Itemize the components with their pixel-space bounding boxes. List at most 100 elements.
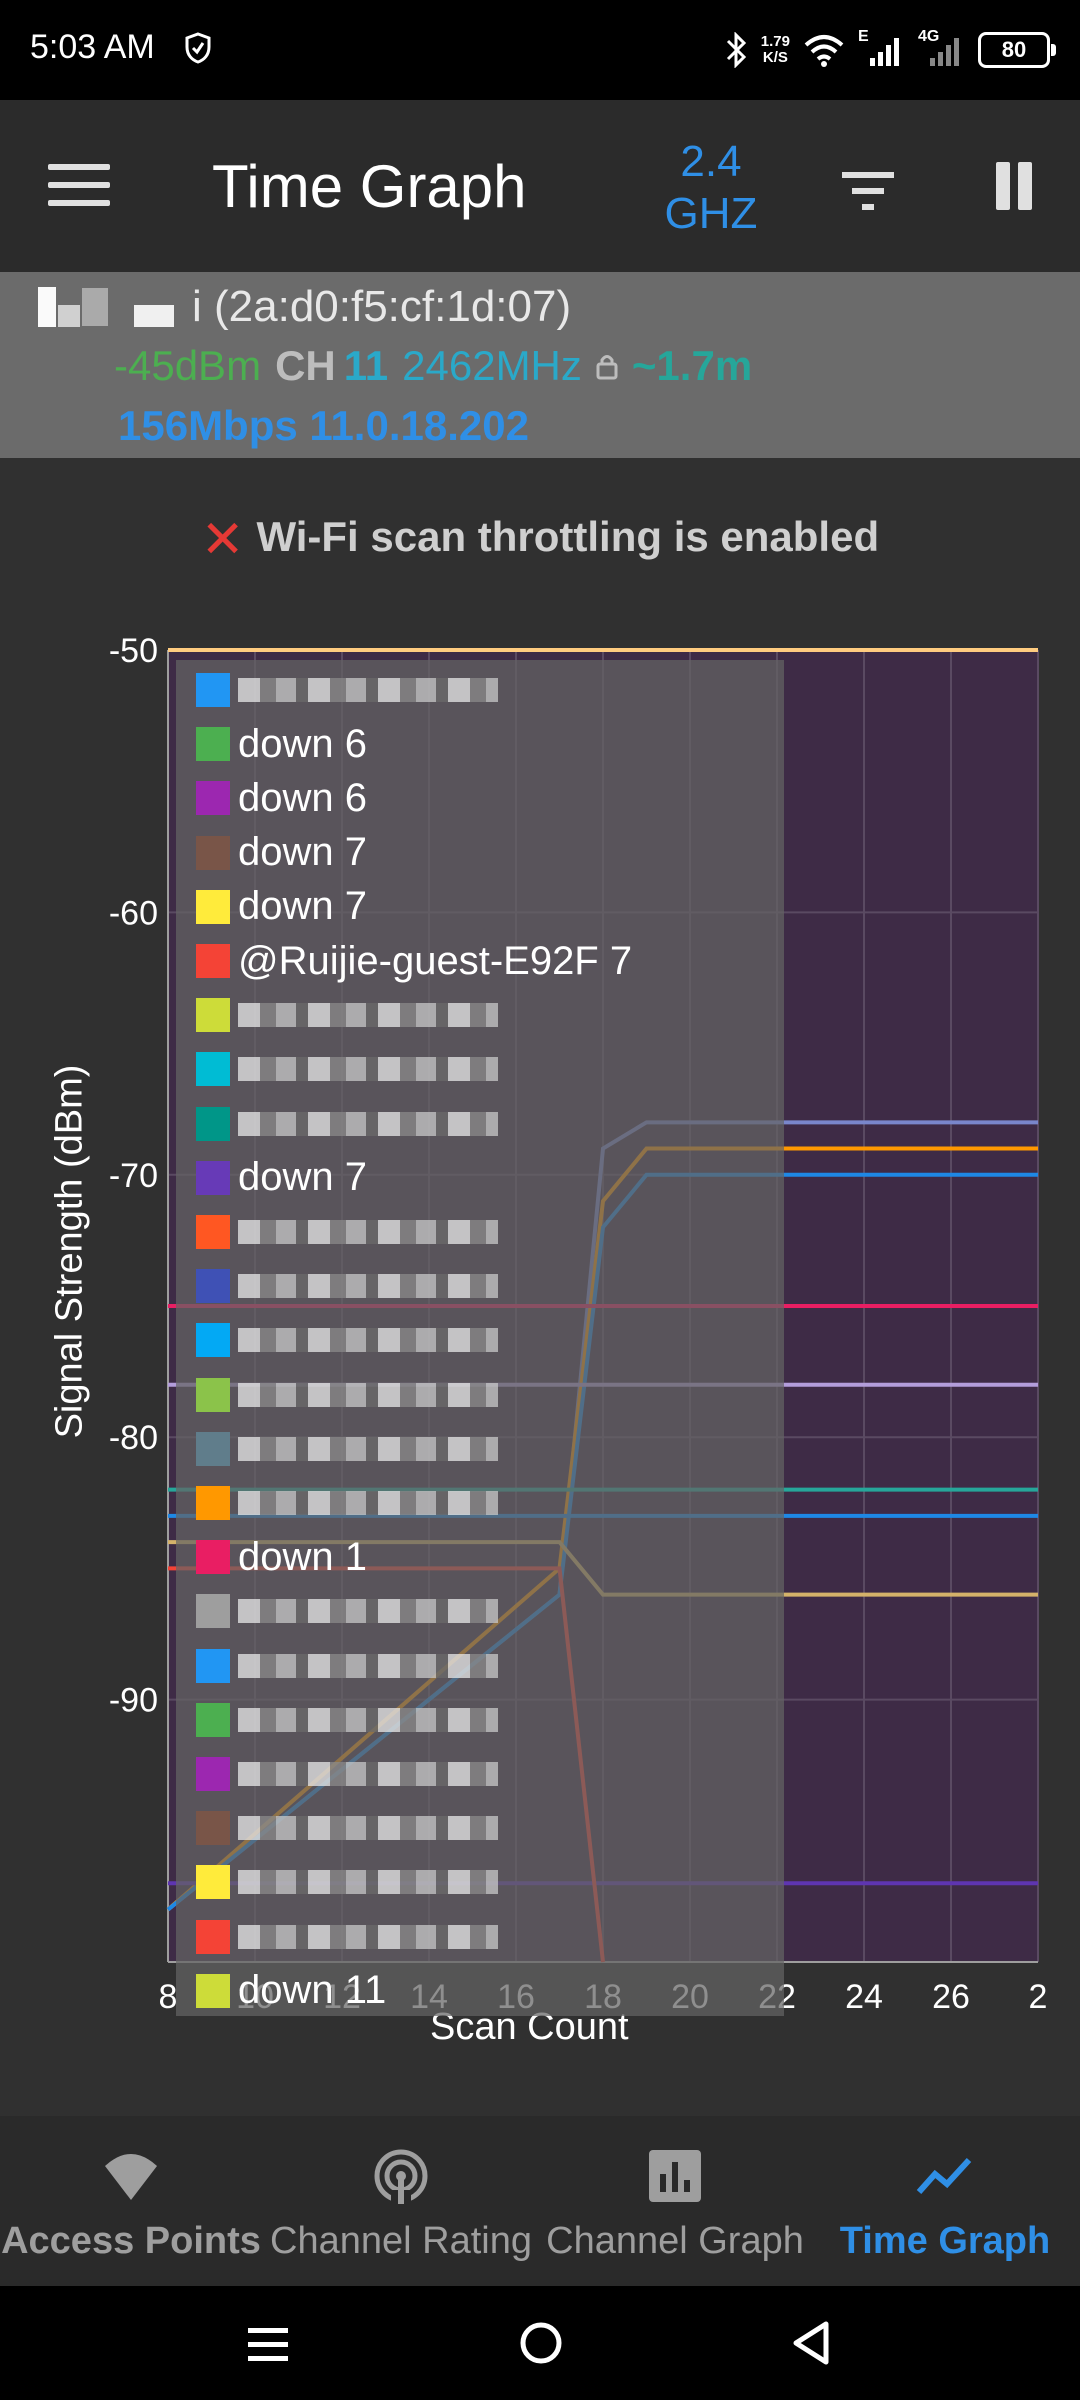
ssid-redacted: [38, 287, 176, 327]
line-chart-icon: [916, 2157, 972, 2194]
legend-item: [196, 1752, 498, 1796]
error-icon: ✕: [200, 511, 245, 569]
legend-label: [238, 1003, 498, 1028]
legend-swatch: [196, 1811, 230, 1846]
legend-swatch: [196, 727, 230, 762]
channel-number: 11: [343, 342, 389, 389]
legend-label: [238, 1599, 498, 1624]
legend-item: [196, 1698, 498, 1742]
legend-item: @Ruijie-guest-E92F 7: [196, 939, 632, 983]
recents-icon[interactable]: [246, 2322, 290, 2366]
band-selector[interactable]: 2.4 GHZ: [664, 137, 758, 238]
legend-item: [196, 1102, 498, 1146]
legend-swatch: [196, 1648, 230, 1683]
legend-swatch: [196, 1269, 230, 1304]
legend-swatch: [196, 1377, 230, 1412]
x-tick-label: 2: [1029, 1978, 1048, 2016]
legend-item: [196, 1860, 498, 1904]
shield-icon: [185, 32, 211, 64]
legend-swatch: [196, 1702, 230, 1737]
legend-item: [196, 1264, 498, 1308]
legend-item: [196, 1806, 498, 1850]
lock-icon: [596, 355, 618, 380]
legend-label: down 7: [238, 1155, 367, 1200]
y-tick-label: -60: [109, 894, 158, 932]
nav-channel-graph[interactable]: Channel Graph: [540, 2116, 810, 2286]
scan-throttling-warning: ✕ Wi-Fi scan throttling is enabled: [200, 511, 880, 569]
legend-swatch: [196, 1160, 230, 1195]
legend-label: [238, 1816, 498, 1841]
channel-label: CH: [275, 342, 336, 389]
time-graph-chart: -50-60-70-80-9081012141618202224262 Sign…: [0, 610, 1080, 2080]
legend-swatch: [196, 1486, 230, 1520]
legend-item: down 7: [196, 830, 367, 875]
legend-swatch: [196, 673, 230, 707]
legend-swatch: [196, 1323, 230, 1358]
legend-item: [196, 993, 498, 1037]
legend-swatch: [196, 1865, 230, 1900]
y-axis-title: Signal Strength (dBm): [48, 1064, 91, 1439]
legend-swatch: [196, 1540, 230, 1575]
y-tick-label: -80: [109, 1419, 158, 1457]
legend-label: [238, 1057, 498, 1082]
legend-label: [238, 1707, 498, 1732]
legend-item: down 6: [196, 722, 367, 766]
signal-strength: -45dBm: [114, 342, 262, 389]
connection-ssid: i (2a:d0:f5:cf:1d:07): [38, 282, 571, 332]
app-bar: Time Graph 2.4 GHZ: [0, 100, 1080, 272]
legend-swatch: [196, 1594, 230, 1629]
pause-icon[interactable]: [992, 162, 1036, 210]
legend-label: down 1: [238, 1534, 367, 1579]
x-tick-label: 24: [845, 1978, 883, 2016]
legend-item: down 7: [196, 884, 367, 929]
cell-signal-icon-2: 4G: [918, 28, 964, 68]
legend-item: [196, 1915, 498, 1959]
legend-swatch: [196, 1973, 230, 2008]
chart-legend: down 6 down 6 down 7 down 7 @Ruijie-guest-E9…: [176, 660, 784, 2016]
legend-swatch: [196, 781, 230, 816]
x-tick-label: 26: [932, 1978, 970, 2016]
filter-icon[interactable]: [838, 164, 898, 216]
x-tick-label: 8: [159, 1978, 178, 2016]
legend-label: down 7: [238, 830, 367, 875]
legend-item: [196, 1644, 498, 1688]
connection-details: -45dBm CH 11 2462MHz ~1.7m: [114, 342, 752, 390]
connection-info[interactable]: i (2a:d0:f5:cf:1d:07) -45dBm CH 11 2462M…: [0, 272, 1080, 458]
legend-item: [196, 1210, 498, 1254]
legend-item: [196, 668, 498, 712]
back-icon[interactable]: [790, 2320, 834, 2366]
legend-item: [196, 1481, 498, 1525]
legend-item: [196, 1373, 498, 1417]
legend-label: [238, 1274, 498, 1299]
legend-swatch: [196, 998, 230, 1033]
legend-label: down 6: [238, 721, 367, 766]
y-tick-label: -90: [109, 1682, 158, 1720]
legend-label: [238, 1491, 498, 1515]
legend-swatch: [196, 835, 230, 870]
legend-label: [238, 1328, 498, 1353]
radar-icon: [374, 2149, 428, 2204]
status-bar: 5:03 AM 1.79 K/S E 4G: [0, 0, 1080, 100]
distance: ~1.7m: [631, 342, 753, 389]
legend-item: down 6: [196, 776, 367, 820]
legend-label: down 7: [238, 884, 367, 929]
legend-label: [238, 1924, 498, 1949]
battery-icon: 80: [978, 32, 1056, 68]
wifi-icon: [105, 2154, 157, 2200]
home-icon[interactable]: [518, 2320, 564, 2366]
wifi-icon: [804, 35, 844, 67]
legend-label: [238, 678, 498, 702]
legend-item: [196, 1318, 498, 1362]
y-tick-label: -50: [109, 632, 158, 670]
nav-access-points[interactable]: Access Points: [0, 2116, 262, 2286]
menu-icon[interactable]: [48, 164, 110, 212]
legend-label: [238, 1653, 498, 1678]
nav-channel-rating[interactable]: Channel Rating: [262, 2116, 540, 2286]
legend-label: [238, 1762, 498, 1786]
legend-label: [238, 1111, 498, 1136]
nav-time-graph[interactable]: Time Graph: [810, 2116, 1080, 2286]
legend-item: [196, 1589, 498, 1633]
legend-swatch: [196, 944, 230, 978]
legend-label: [238, 1382, 498, 1407]
bar-chart-icon: [649, 2150, 701, 2202]
